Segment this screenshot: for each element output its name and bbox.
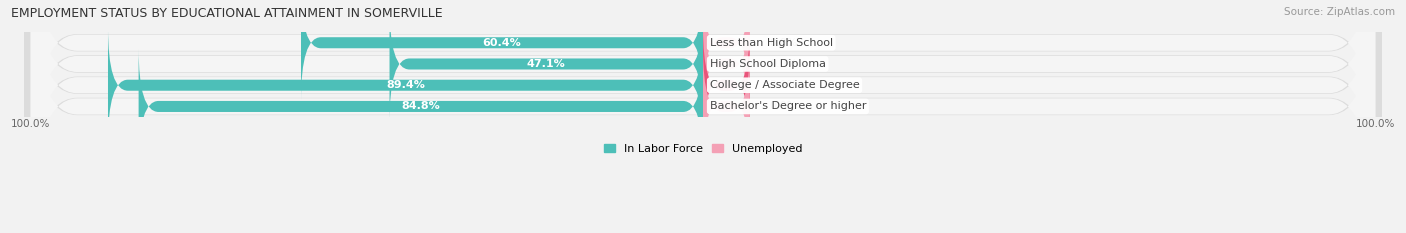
Text: 3.0%: 3.0% bbox=[769, 80, 797, 90]
FancyBboxPatch shape bbox=[24, 0, 1382, 225]
Text: 47.1%: 47.1% bbox=[527, 59, 565, 69]
Text: 0.0%: 0.0% bbox=[769, 38, 797, 48]
Text: EMPLOYMENT STATUS BY EDUCATIONAL ATTAINMENT IN SOMERVILLE: EMPLOYMENT STATUS BY EDUCATIONAL ATTAINM… bbox=[11, 7, 443, 20]
FancyBboxPatch shape bbox=[24, 0, 1382, 233]
Text: Bachelor's Degree or higher: Bachelor's Degree or higher bbox=[710, 101, 866, 111]
Text: High School Diploma: High School Diploma bbox=[710, 59, 825, 69]
FancyBboxPatch shape bbox=[703, 27, 749, 143]
FancyBboxPatch shape bbox=[139, 48, 703, 165]
FancyBboxPatch shape bbox=[301, 0, 703, 101]
FancyBboxPatch shape bbox=[108, 27, 703, 143]
Text: 89.4%: 89.4% bbox=[387, 80, 425, 90]
Text: 0.0%: 0.0% bbox=[769, 59, 797, 69]
Text: 60.4%: 60.4% bbox=[482, 38, 522, 48]
Text: Less than High School: Less than High School bbox=[710, 38, 832, 48]
FancyBboxPatch shape bbox=[703, 6, 749, 122]
FancyBboxPatch shape bbox=[24, 0, 1382, 233]
FancyBboxPatch shape bbox=[703, 48, 749, 165]
FancyBboxPatch shape bbox=[31, 0, 1375, 226]
Text: 84.8%: 84.8% bbox=[402, 101, 440, 111]
Legend: In Labor Force, Unemployed: In Labor Force, Unemployed bbox=[599, 139, 807, 158]
Text: Source: ZipAtlas.com: Source: ZipAtlas.com bbox=[1284, 7, 1395, 17]
Text: 100.0%: 100.0% bbox=[1355, 119, 1395, 129]
FancyBboxPatch shape bbox=[31, 0, 1375, 183]
FancyBboxPatch shape bbox=[703, 0, 749, 101]
Text: College / Associate Degree: College / Associate Degree bbox=[710, 80, 859, 90]
FancyBboxPatch shape bbox=[31, 0, 1375, 233]
FancyBboxPatch shape bbox=[31, 0, 1375, 205]
Text: 0.0%: 0.0% bbox=[769, 101, 797, 111]
FancyBboxPatch shape bbox=[24, 0, 1382, 204]
FancyBboxPatch shape bbox=[389, 6, 703, 122]
Text: 100.0%: 100.0% bbox=[11, 119, 51, 129]
